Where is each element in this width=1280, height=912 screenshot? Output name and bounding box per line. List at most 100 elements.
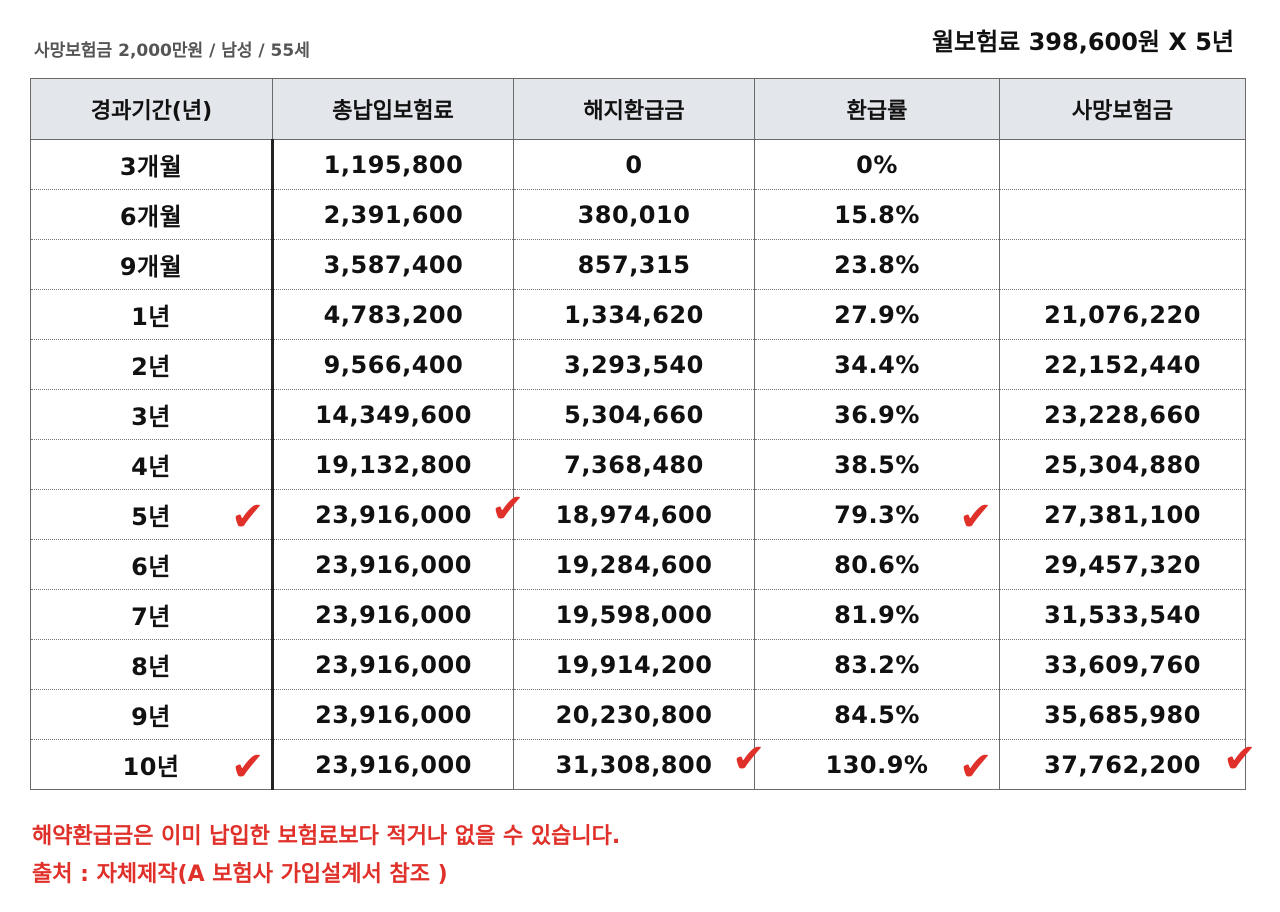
checkmark-icon: ✔ xyxy=(958,744,993,790)
table-row: 1년 4,783,200 1,334,620 27.9% 21,076,220 xyxy=(30,289,1246,340)
cell-value: 7년 xyxy=(131,603,171,631)
period-cell: 9년 xyxy=(30,689,274,740)
cell-value: 5,304,660 xyxy=(564,400,704,429)
period-cell: 6년 xyxy=(30,539,274,590)
cell-value: 38.5% xyxy=(834,450,920,479)
cell-value: 34.4% xyxy=(834,350,920,379)
death-benefit-cell xyxy=(999,239,1246,290)
refund-rate-cell: 34.4% xyxy=(754,339,1000,390)
period-cell: 6개월 xyxy=(30,189,274,240)
surrender-value-cell: 20,230,800 xyxy=(513,689,755,740)
cell-value: 9,566,400 xyxy=(323,350,464,379)
cell-value: 1년 xyxy=(131,303,171,331)
cell-value: 23.8% xyxy=(834,250,920,279)
cell-value: 5년 xyxy=(131,503,171,531)
cell-value: 23,916,000 xyxy=(315,650,472,679)
period-cell: 2년 xyxy=(30,339,274,390)
column-header-period: 경과기간(년) xyxy=(30,78,273,140)
death-benefit-cell: 33,609,760 xyxy=(999,639,1246,690)
refund-rate-cell: 27.9% xyxy=(754,289,1000,340)
cell-value: 4년 xyxy=(131,453,171,481)
refund-rate-cell: 38.5% xyxy=(754,439,1000,490)
refund-rate-cell: 80.6% xyxy=(754,539,1000,590)
total-paid-cell: 2,391,600 xyxy=(272,189,514,240)
surrender-value-cell: 5,304,660 xyxy=(513,389,755,440)
cell-value: 33,609,760 xyxy=(1044,650,1201,679)
cell-value: 19,284,600 xyxy=(555,550,713,579)
death-benefit-cell: 27,381,100 xyxy=(999,489,1246,540)
table-row: 6개월 2,391,600 380,010 15.8% xyxy=(30,189,1246,240)
surrender-value-cell: 19,914,200 xyxy=(513,639,755,690)
table-row: 4년 19,132,800 7,368,480 38.5% 25,304,880 xyxy=(30,439,1246,490)
cell-value: 2,391,600 xyxy=(323,200,464,229)
cell-value: 23,916,000 xyxy=(315,700,472,729)
cell-value: 3,293,540 xyxy=(564,350,704,379)
table-row: 10년 ✔ 23,916,000 31,308,800 ✔ 130.9% ✔ 37,762,2… xyxy=(30,739,1256,790)
surrender-value-cell: 3,293,540 xyxy=(513,339,755,390)
refund-rate-cell: 81.9% xyxy=(754,589,1000,640)
period-cell: 7년 xyxy=(30,589,274,640)
table-row: 5년 ✔ 23,916,000 ✔ 18,974,600 79.3% ✔ 27,381,100 xyxy=(30,489,1246,540)
cell-value: 14,349,600 xyxy=(315,400,472,429)
column-header-surrender-value: 해지환급금 xyxy=(513,78,755,140)
cell-value: 15.8% xyxy=(834,200,920,229)
total-paid-cell: 14,349,600 xyxy=(272,389,514,440)
cell-value: 23,916,000 xyxy=(315,750,472,779)
disclaimer-note: 해약환급금은 이미 납입한 보험료보다 적거나 없을 수 있습니다. xyxy=(32,824,621,849)
total-paid-cell: 23,916,000 xyxy=(272,639,514,690)
cell-value: 3개월 xyxy=(119,153,183,181)
cell-value: 20,230,800 xyxy=(555,700,713,729)
cell-value: 380,010 xyxy=(577,200,691,229)
surrender-value-cell: 19,284,600 xyxy=(513,539,755,590)
refund-rate-cell: 0% xyxy=(754,139,1000,190)
cell-value: 29,457,320 xyxy=(1044,550,1201,579)
checkmark-icon: ✔ xyxy=(230,494,265,540)
surrender-value-cell: 19,598,000 xyxy=(513,589,755,640)
cell-value: 6년 xyxy=(131,553,171,581)
table-row: 8년 23,916,000 19,914,200 83.2% 33,609,760 xyxy=(30,639,1246,690)
total-paid-cell: 23,916,000 xyxy=(272,589,514,640)
cell-value: 130.9% xyxy=(825,750,929,779)
cell-value: 36.9% xyxy=(834,400,920,429)
death-benefit-cell: 22,152,440 xyxy=(999,339,1246,390)
death-benefit-cell xyxy=(999,189,1246,240)
refund-rate-cell: 15.8% xyxy=(754,189,1000,240)
cell-value: 23,228,660 xyxy=(1044,400,1201,429)
refund-rate-cell: 23.8% xyxy=(754,239,1000,290)
refund-rate-cell: 83.2% xyxy=(754,639,1000,690)
cell-value: 79.3% xyxy=(834,500,920,529)
table-row: 2년 9,566,400 3,293,540 34.4% 22,152,440 xyxy=(30,339,1246,390)
cell-value: 0% xyxy=(856,150,898,179)
surrender-value-cell: 380,010 xyxy=(513,189,755,240)
total-paid-cell: 9,566,400 xyxy=(272,339,514,390)
cell-value: 10년 xyxy=(122,753,180,781)
refund-rate-cell: 36.9% xyxy=(754,389,1000,440)
death-benefit-cell: 21,076,220 xyxy=(999,289,1246,340)
cell-value: 81.9% xyxy=(834,600,920,629)
cell-value: 9년 xyxy=(131,703,171,731)
cell-value: 35,685,980 xyxy=(1044,700,1201,729)
surrender-value-cell: 31,308,800 ✔ xyxy=(513,739,765,790)
death-benefit-cell: 23,228,660 xyxy=(999,389,1246,440)
table-row: 3년 14,349,600 5,304,660 36.9% 23,228,660 xyxy=(30,389,1246,440)
cell-value: 25,304,880 xyxy=(1044,450,1201,479)
death-benefit-cell: 35,685,980 xyxy=(999,689,1246,740)
death-benefit-cell xyxy=(999,139,1246,190)
cell-value: 31,308,800 xyxy=(555,750,713,779)
total-paid-cell: 1,195,800 xyxy=(272,139,514,190)
cell-value: 23,916,000 xyxy=(315,500,472,529)
table-row: 9개월 3,587,400 857,315 23.8% xyxy=(30,239,1246,290)
surrender-value-cell: 18,974,600 xyxy=(513,489,755,540)
cell-value: 84.5% xyxy=(834,700,920,729)
cell-value: 3년 xyxy=(131,403,171,431)
period-cell: 5년 ✔ xyxy=(30,489,274,540)
column-header-refund-rate: 환급률 xyxy=(754,78,1000,140)
cell-value: 19,914,200 xyxy=(555,650,713,679)
checkmark-icon: ✔ xyxy=(1222,736,1257,782)
period-cell: 10년 ✔ xyxy=(30,739,274,790)
column-header-total-paid: 총납입보험료 xyxy=(272,78,514,140)
cell-value: 37,762,200 xyxy=(1044,750,1201,779)
death-benefit-cell: 29,457,320 xyxy=(999,539,1246,590)
cell-value: 18,974,600 xyxy=(555,500,713,529)
cell-value: 19,598,000 xyxy=(555,600,713,629)
